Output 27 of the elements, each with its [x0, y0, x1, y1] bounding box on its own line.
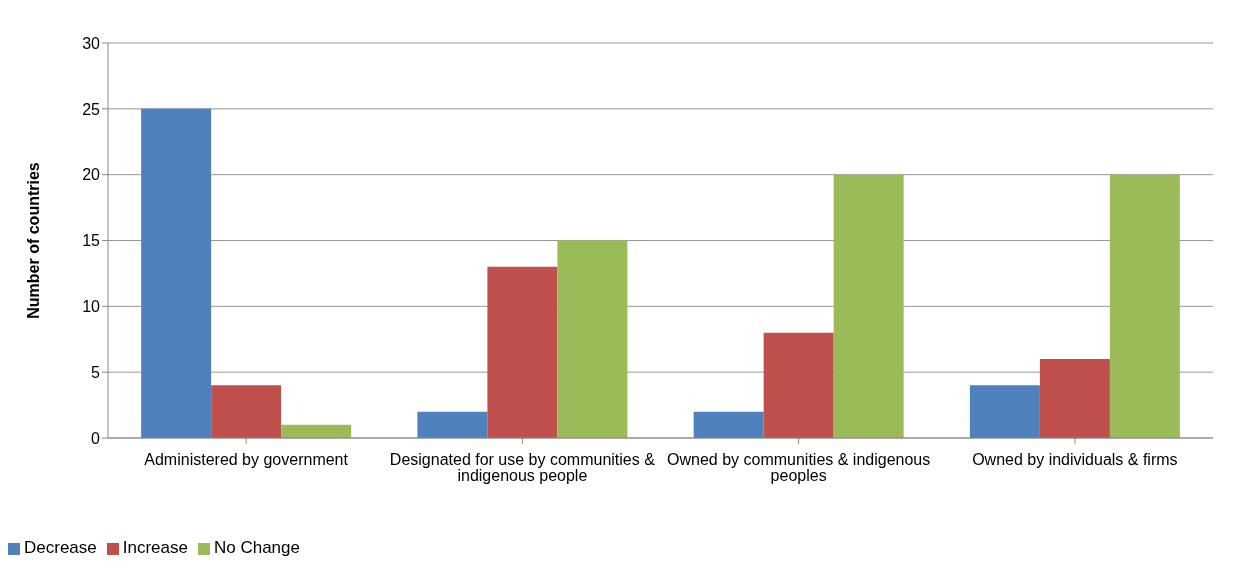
- bar: [833, 174, 904, 438]
- y-tick-label: 20: [82, 166, 101, 184]
- bar: [557, 240, 628, 438]
- bar: [417, 411, 488, 438]
- legend-label: Decrease: [24, 538, 97, 557]
- y-tick-label: 25: [82, 100, 101, 118]
- y-tick-label: 5: [91, 363, 101, 381]
- y-tick-label: 15: [82, 232, 101, 250]
- bar: [693, 411, 764, 438]
- bar: [211, 385, 282, 438]
- bar: [1039, 359, 1110, 438]
- bar: [763, 332, 834, 438]
- legend-label: Increase: [122, 538, 188, 557]
- bar: [1109, 174, 1180, 438]
- legend-label: No Change: [213, 538, 300, 557]
- y-axis-title: Number of countries: [24, 162, 42, 319]
- bar: [487, 266, 558, 438]
- bar: [281, 424, 352, 438]
- bar: [141, 108, 212, 438]
- x-tick-label: Owned by individuals & firms: [972, 451, 1178, 469]
- y-tick-label: 0: [91, 429, 101, 447]
- y-tick-label: 30: [82, 34, 101, 52]
- x-tick-label: Administered by government: [144, 451, 349, 469]
- x-tick-label: Designated for use by communities & indigenous people: [389, 451, 656, 485]
- x-tick-label: Owned by communities & indigenous peoples: [667, 451, 931, 485]
- bar: [969, 385, 1040, 438]
- y-tick-label: 10: [82, 298, 101, 316]
